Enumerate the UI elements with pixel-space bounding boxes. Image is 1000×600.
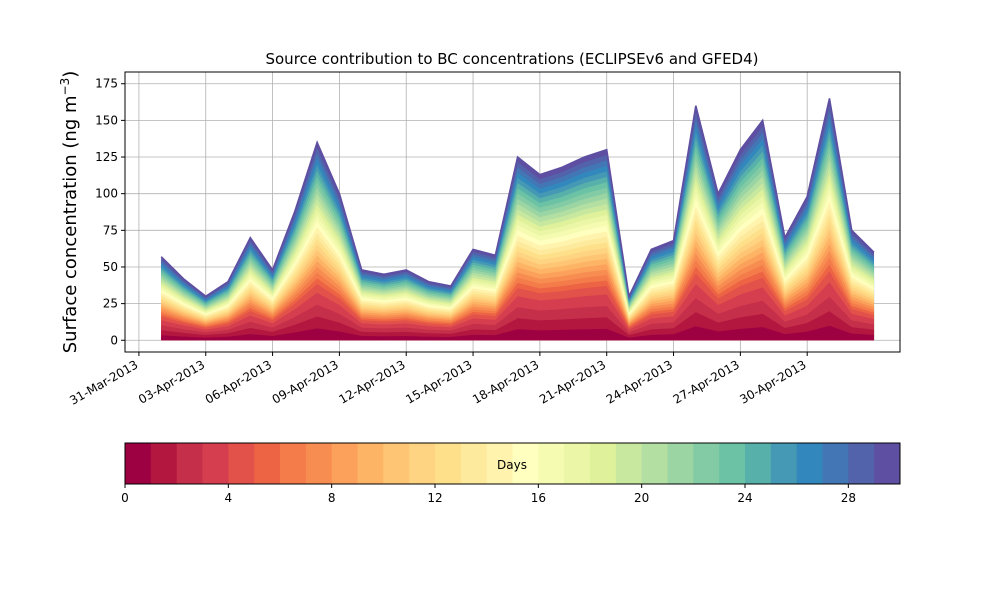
y-tick-label: 175: [95, 77, 118, 91]
chart-title: Source contribution to BC concentrations…: [265, 50, 758, 68]
y-tick-label: 50: [103, 260, 118, 274]
y-tick-label: 0: [110, 333, 118, 347]
colorbar-swatch: [280, 443, 307, 484]
colorbar-swatch: [150, 443, 178, 484]
colorbar-tick-label: 12: [427, 491, 442, 505]
y-tick-label: 100: [95, 187, 118, 201]
colorbar-swatch: [693, 443, 720, 484]
plot-area: 025507510012515017531-Mar-201303-Apr-201…: [67, 71, 901, 408]
y-tick-label: 25: [103, 297, 118, 311]
colorbar-swatch: [254, 443, 281, 484]
colorbar-swatch: [796, 443, 823, 484]
y-axis-label: Surface concentration (ng m−3): [58, 71, 81, 354]
colorbar-swatch: [228, 443, 255, 484]
colorbar-swatch: [590, 443, 617, 484]
y-tick-label: 75: [103, 223, 118, 237]
colorbar-tick-label: 28: [841, 491, 856, 505]
total-line: [160, 98, 875, 299]
colorbar: 0 4 8 12 16 20 24 28: [121, 442, 901, 505]
colorbar-swatch: [176, 443, 203, 484]
colorbar-tick-label: 4: [225, 491, 233, 505]
area-band-day-0: [161, 325, 875, 341]
colorbar-swatch: [538, 443, 565, 484]
colorbar-tick-label: 24: [737, 491, 752, 505]
colorbar-swatch: [874, 443, 901, 484]
colorbar-swatch: [667, 443, 694, 484]
colorbar-tick-label: 16: [531, 491, 546, 505]
colorbar-swatch: [615, 443, 643, 484]
colorbar-swatch: [409, 443, 436, 484]
y-axis-label-close: ): [60, 71, 81, 78]
colorbar-swatch: [719, 443, 746, 484]
colorbar-swatch: [512, 443, 539, 484]
colorbar-swatch: [641, 443, 668, 484]
colorbar-swatch: [331, 443, 358, 484]
colorbar-swatch: [125, 443, 152, 484]
colorbar-swatch: [770, 443, 798, 484]
colorbar-swatch: [305, 443, 333, 484]
colorbar-tick-label: 8: [328, 491, 336, 505]
colorbar-label: Days: [497, 458, 527, 472]
colorbar-swatch: [202, 443, 229, 484]
colorbar-swatch: [435, 443, 462, 484]
colorbar-swatch: [486, 443, 513, 484]
colorbar-swatch: [848, 443, 875, 484]
y-tick-label: 125: [95, 150, 118, 164]
colorbar-swatch: [564, 443, 591, 484]
y-axis-label-exponent: −3: [58, 78, 72, 96]
colorbar-swatch: [357, 443, 384, 484]
colorbar-swatch: [460, 443, 488, 484]
colorbar-swatch: [822, 443, 849, 484]
y-tick-label: 150: [95, 113, 118, 127]
colorbar-swatch: [745, 443, 772, 484]
axes-frame: [124, 71, 901, 353]
colorbar-tick-label: 20: [634, 491, 649, 505]
y-axis-label-main: Surface concentration (ng m: [60, 95, 81, 353]
colorbar-tick-label: 0: [121, 491, 129, 505]
colorbar-frame: [124, 442, 901, 485]
colorbar-swatch: [383, 443, 410, 484]
